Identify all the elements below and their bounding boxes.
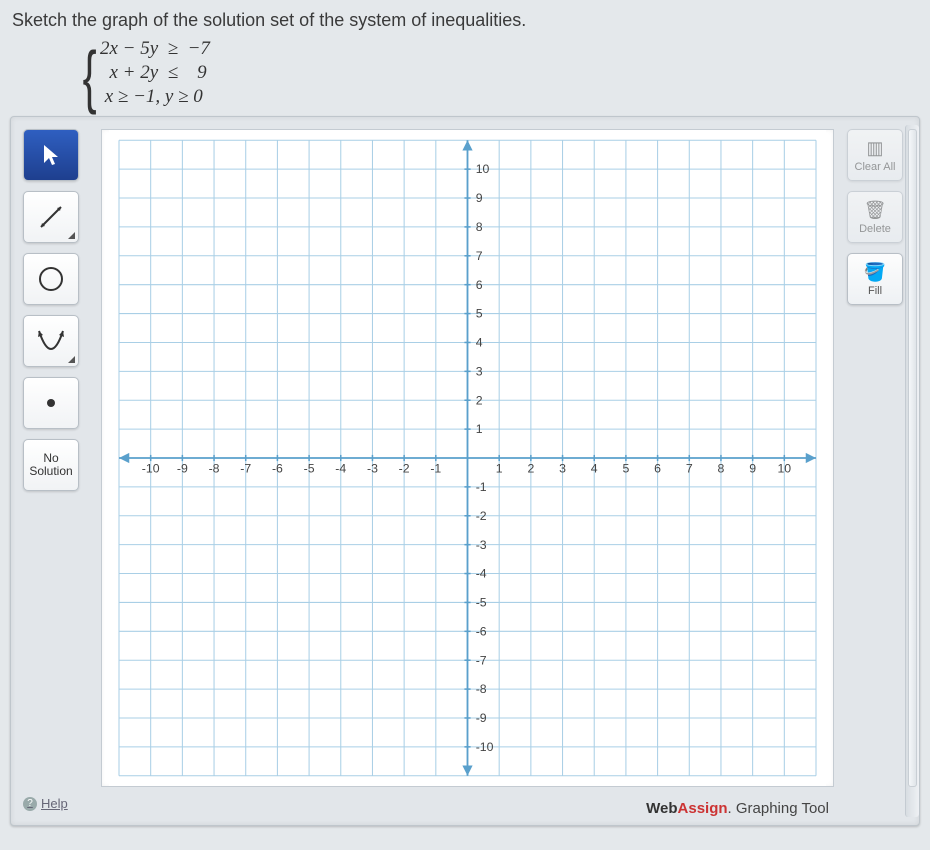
- svg-text:-1: -1: [476, 480, 487, 494]
- svg-text:-1: -1: [430, 462, 441, 476]
- svg-text:-2: -2: [399, 462, 410, 476]
- equation-line-1: 2x − 5y ≥ −7: [100, 37, 930, 61]
- left-toolbar: No Solution: [23, 129, 85, 491]
- svg-text:6: 6: [654, 462, 661, 476]
- svg-text:5: 5: [476, 307, 483, 321]
- equation-line-2: x + 2y ≤ 9: [100, 61, 930, 85]
- circle-icon: [36, 264, 66, 294]
- svg-text:10: 10: [777, 462, 791, 476]
- svg-text:8: 8: [476, 220, 483, 234]
- svg-text:1: 1: [476, 422, 483, 436]
- svg-text:4: 4: [591, 462, 598, 476]
- svg-text:-4: -4: [335, 462, 346, 476]
- coordinate-grid: -10 -9 -8 -7 -6 -5 -4 -3 -2 -1 1 2 3 4 5 6 7 8 9 10 -10 -9 -8 -…: [102, 130, 833, 786]
- svg-text:-7: -7: [240, 462, 251, 476]
- svg-text:-8: -8: [209, 462, 220, 476]
- no-solution-label-2: Solution: [29, 465, 72, 478]
- svg-text:-10: -10: [142, 462, 160, 476]
- svg-text:-6: -6: [476, 625, 487, 639]
- svg-text:-10: -10: [476, 740, 494, 754]
- brand-footer: WebAssign. Graphing Tool: [646, 800, 829, 817]
- line-icon: [37, 203, 65, 231]
- svg-text:1: 1: [496, 462, 503, 476]
- svg-text:4: 4: [476, 336, 483, 350]
- submenu-indicator-icon: [68, 356, 75, 363]
- svg-text:10: 10: [476, 162, 490, 176]
- equation-system: { 2x − 5y ≥ −7 x + 2y ≤ 9 x ≥ −1, y ≥ 0: [0, 37, 930, 108]
- bucket-icon: 🪣: [864, 262, 886, 283]
- brand-assign: Assign: [678, 800, 728, 817]
- brace-symbol: {: [83, 33, 97, 121]
- delete-button[interactable]: 🗑 Delete: [847, 191, 903, 243]
- parabola-tool-button[interactable]: [23, 315, 79, 367]
- help-icon: ?: [23, 797, 37, 811]
- submenu-indicator-icon: [68, 232, 75, 239]
- pointer-icon: [41, 143, 61, 167]
- svg-text:-5: -5: [304, 462, 315, 476]
- svg-text:5: 5: [622, 462, 629, 476]
- equation-line-3: x ≥ −1, y ≥ 0: [100, 85, 930, 109]
- svg-text:7: 7: [686, 462, 693, 476]
- pointer-tool-button[interactable]: [23, 129, 79, 181]
- svg-text:9: 9: [476, 191, 483, 205]
- scrollbar-thumb[interactable]: [908, 129, 917, 786]
- stack-icon: ▥: [866, 138, 883, 159]
- svg-text:-3: -3: [367, 462, 378, 476]
- vertical-scrollbar[interactable]: [905, 125, 919, 817]
- svg-text:7: 7: [476, 249, 483, 263]
- svg-text:3: 3: [476, 365, 483, 379]
- svg-text:-8: -8: [476, 682, 487, 696]
- trash-icon: 🗑: [864, 200, 887, 221]
- fill-button[interactable]: 🪣 Fill: [847, 253, 903, 305]
- svg-text:-3: -3: [476, 538, 487, 552]
- svg-text:-9: -9: [476, 711, 487, 725]
- delete-label: Delete: [859, 223, 891, 235]
- svg-text:3: 3: [559, 462, 566, 476]
- no-solution-button[interactable]: No Solution: [23, 439, 79, 491]
- graphing-tool-panel: No Solution ? Help ▥ Clear All 🗑 Delete …: [10, 116, 920, 826]
- svg-text:6: 6: [476, 278, 483, 292]
- svg-text:2: 2: [527, 462, 534, 476]
- point-icon: [44, 396, 58, 410]
- help-label: Help: [41, 796, 68, 811]
- question-prompt: Sketch the graph of the solution set of …: [0, 0, 930, 37]
- clear-all-button[interactable]: ▥ Clear All: [847, 129, 903, 181]
- svg-text:-9: -9: [177, 462, 188, 476]
- fill-label: Fill: [868, 285, 882, 297]
- help-link[interactable]: ? Help: [23, 796, 68, 811]
- graph-canvas[interactable]: -10 -9 -8 -7 -6 -5 -4 -3 -2 -1 1 2 3 4 5 6 7 8 9 10 -10 -9 -8 -…: [101, 129, 834, 787]
- svg-text:-4: -4: [476, 567, 487, 581]
- svg-text:8: 8: [718, 462, 725, 476]
- clear-all-label: Clear All: [855, 161, 896, 173]
- brand-web: Web: [646, 800, 677, 817]
- svg-text:-6: -6: [272, 462, 283, 476]
- svg-text:-5: -5: [476, 596, 487, 610]
- brand-suffix: . Graphing Tool: [728, 800, 829, 817]
- line-tool-button[interactable]: [23, 191, 79, 243]
- svg-text:-2: -2: [476, 509, 487, 523]
- svg-text:-7: -7: [476, 654, 487, 668]
- right-toolbar: ▥ Clear All 🗑 Delete 🪣 Fill: [847, 129, 907, 305]
- point-tool-button[interactable]: [23, 377, 79, 429]
- svg-text:9: 9: [749, 462, 756, 476]
- circle-tool-button[interactable]: [23, 253, 79, 305]
- parabola-icon: [35, 327, 67, 355]
- svg-text:2: 2: [476, 394, 483, 408]
